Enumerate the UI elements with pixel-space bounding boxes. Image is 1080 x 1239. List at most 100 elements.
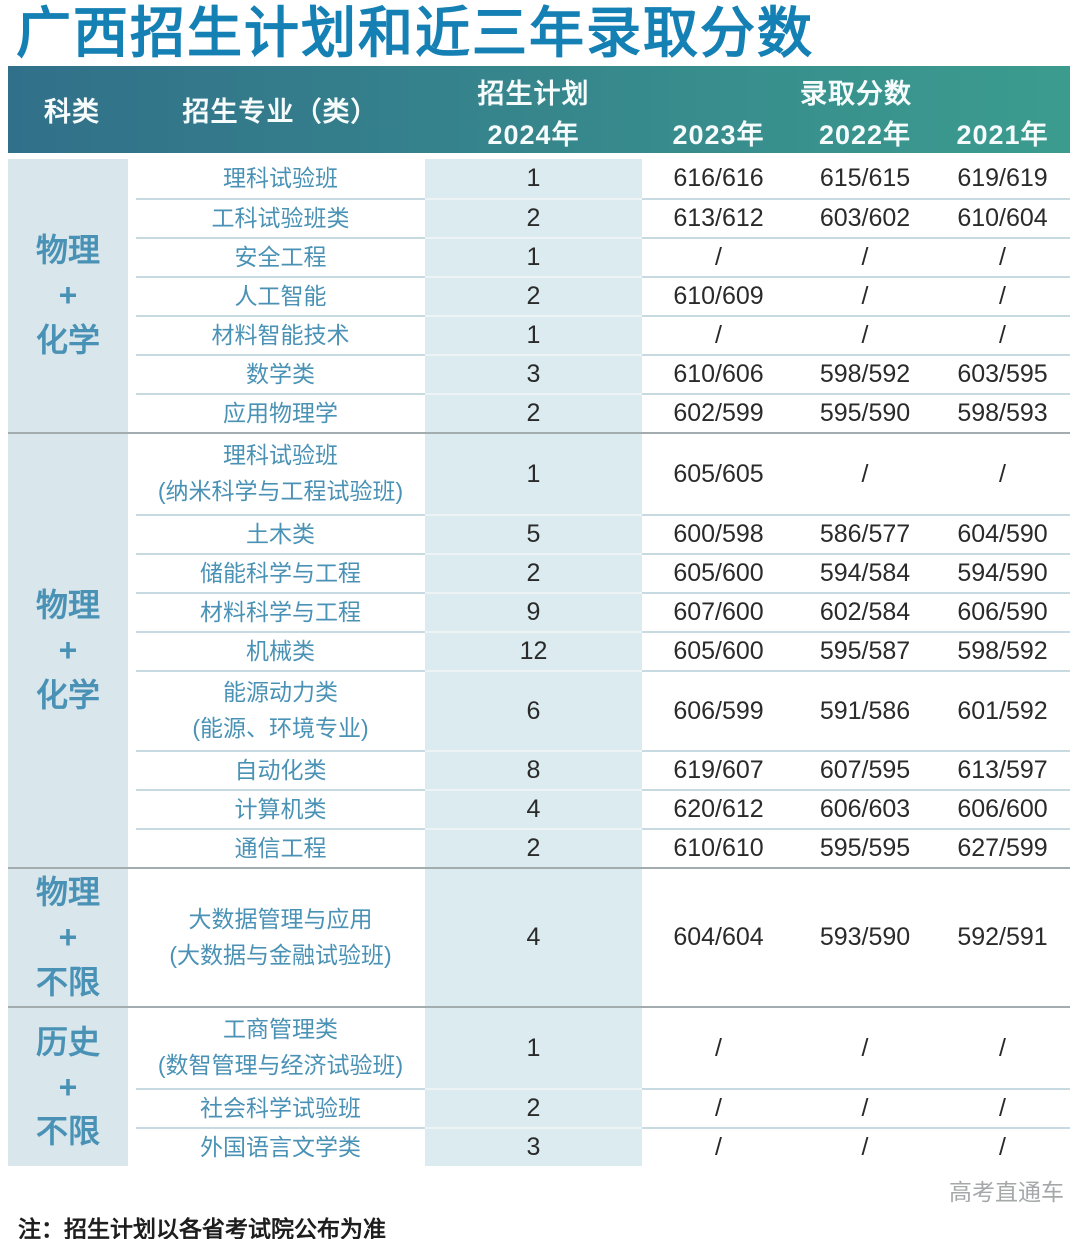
subject-label-line: + — [58, 277, 78, 314]
plan-count-cell: 2 — [425, 276, 642, 315]
group-rows: 工商管理类 (数智管理与经济试验班) 1// / 社会科学试验班 2// / 外国语言文学类 3… — [136, 1008, 1070, 1166]
score-cell-2023: 616/616 — [673, 164, 764, 192]
major-label-line: 能源动力类 — [223, 679, 338, 706]
major-cell: 应用物理学 — [136, 393, 425, 432]
plan-count-cell: 4 — [425, 789, 642, 828]
score-cell-2021: 610/604 — [935, 198, 1070, 237]
score-cell-2023: 606/599 — [642, 670, 795, 750]
score-cell-2022: 615/615 — [819, 164, 911, 192]
score-cell-2022: / — [861, 1033, 869, 1062]
score-cell-2021: 592/591 — [957, 923, 1048, 951]
major-label-line: 材料智能技术 — [211, 321, 350, 348]
admissions-table: 科类 招生专业（类） 招生计划 录取分数 2024年 2023年 2022年 2… — [8, 66, 1070, 1166]
plan-count-cell: 3 — [425, 1127, 642, 1166]
major-label-line: 材料科学与工程 — [200, 598, 361, 625]
score-cell-2021: 598/592 — [935, 631, 1070, 670]
score-cell-2022: 591/586 — [795, 670, 935, 750]
score-cell-2021: / — [935, 1127, 1070, 1166]
score-cell-2021: 627/599 — [935, 828, 1070, 867]
table-row: 工科试验班类 2 613/612 603/602 610/604 — [136, 198, 1070, 237]
subject-category-cell: 历史 + 不限 — [8, 1008, 128, 1166]
major-label-line: (大数据与金融试验班) — [169, 941, 392, 968]
major-label-line: 机械类 — [246, 637, 315, 664]
major-cell: 材料智能技术 — [136, 315, 425, 354]
table-row: 理科试验班 1 616/616 615/615 619/619 — [136, 159, 1070, 198]
major-cell: 机械类 — [136, 631, 425, 670]
header-enrollment-plan: 招生计划 — [477, 79, 590, 109]
score-cell-2022: 595/590 — [795, 393, 935, 432]
score-cell-2023: 610/610 — [642, 828, 795, 867]
major-label-line: 大数据管理与应用 — [188, 905, 373, 932]
score-cell-2022: / — [795, 237, 935, 276]
major-label-line: 土木类 — [246, 520, 315, 547]
table-row: 人工智能 2 610/609// — [136, 276, 1070, 315]
plan-count-cell: 6 — [425, 670, 642, 750]
score-cell-2022: 594/584 — [795, 553, 935, 592]
header-major: 招生专业（类） — [182, 97, 379, 127]
score-cell-2023: 620/612 — [642, 789, 795, 828]
major-label-line: 工科试验班类 — [211, 204, 350, 231]
plan-count-cell: 2 — [425, 1088, 642, 1127]
header-year-2024: 2024年 — [487, 119, 580, 150]
major-cell: 材料科学与工程 — [136, 592, 425, 631]
major-cell: 能源动力类 (能源、环境专业) — [136, 670, 425, 750]
score-cell-2022: 602/584 — [795, 592, 935, 631]
plan-count-cell: 1 — [425, 159, 642, 198]
score-cell-2023: 605/600 — [642, 553, 795, 592]
subject-label-line: 物理 — [35, 587, 100, 624]
score-cell-2021: 601/592 — [935, 670, 1070, 750]
major-label-line: 理科试验班 — [223, 164, 338, 191]
major-cell: 工科试验班类 — [136, 198, 425, 237]
major-label-line: 人工智能 — [234, 282, 327, 309]
header-year-2022: 2022年 — [818, 119, 912, 150]
major-label-line: (纳米科学与工程试验班) — [157, 478, 404, 504]
score-cell-2022: 595/587 — [795, 631, 935, 670]
plan-count-cell: 2 — [425, 198, 642, 237]
subject-group: 物理 + 化学 理科试验班 1 616/616 615/615 619/619 工科试验班类 2 6… — [8, 159, 1070, 432]
table-row: 大数据管理与应用 (大数据与金融试验班) 4 604/604 593/590 592/59… — [136, 869, 1070, 1006]
subject-category-cell: 物理 + 化学 — [8, 159, 128, 432]
score-cell-2023: 602/599 — [642, 393, 795, 432]
major-cell: 理科试验班 — [136, 159, 425, 198]
major-label-line: 计算机类 — [234, 795, 327, 822]
major-label-line: 外国语言文学类 — [200, 1133, 361, 1160]
score-cell-2021: / — [935, 315, 1070, 354]
table-row: 通信工程 2 610/610 595/595 627/599 — [136, 828, 1070, 867]
score-cell-2021: 603/595 — [935, 354, 1070, 393]
major-label-line: 储能科学与工程 — [200, 559, 361, 586]
score-cell-2022: / — [861, 459, 869, 488]
table-row: 材料科学与工程 9 607/600 602/584 606/590 — [136, 592, 1070, 631]
score-cell-2023: 600/598 — [642, 514, 795, 553]
group-rows: 理科试验班 1 616/616 615/615 619/619 工科试验班类 2 613/61… — [136, 159, 1070, 432]
group-rows: 大数据管理与应用 (大数据与金融试验班) 4 604/604 593/590 592/59… — [136, 869, 1070, 1006]
major-cell: 人工智能 — [136, 276, 425, 315]
major-cell: 外国语言文学类 — [136, 1127, 425, 1166]
score-cell-2021: 598/593 — [935, 393, 1070, 432]
score-cell-2022: / — [795, 1127, 935, 1166]
subject-group: 历史 + 不限 工商管理类 (数智管理与经济试验班) 1// / 社会科学试验班 2// / 外国语… — [8, 1006, 1070, 1166]
table-body: 物理 + 化学 理科试验班 1 616/616 615/615 619/619 工科试验班类 2 6… — [8, 159, 1070, 1166]
plan-count-cell: 9 — [425, 592, 642, 631]
score-cell-2023: 604/604 — [673, 923, 764, 951]
major-label-line: 工商管理类 — [223, 1016, 338, 1043]
major-label-line: (数智管理与经济试验班) — [157, 1052, 404, 1078]
major-cell: 大数据管理与应用 (大数据与金融试验班) — [136, 869, 425, 1006]
header-subject-category: 科类 — [44, 97, 100, 127]
score-cell-2021: 594/590 — [935, 553, 1070, 592]
score-cell-2022: 603/602 — [795, 198, 935, 237]
subject-label-line: 不限 — [35, 1113, 100, 1150]
score-cell-2022: / — [795, 315, 935, 354]
subject-label-line: + — [58, 919, 78, 956]
score-cell-2021: 606/600 — [935, 789, 1070, 828]
major-cell: 土木类 — [136, 514, 425, 553]
header-year-2023: 2023年 — [672, 119, 765, 150]
header-year-2021: 2021年 — [956, 119, 1049, 150]
plan-count-cell: 2 — [425, 553, 642, 592]
table-row: 外国语言文学类 3// / — [136, 1127, 1070, 1166]
table-row: 计算机类 4 620/612 606/603 606/600 — [136, 789, 1070, 828]
plan-count-cell: 5 — [425, 514, 642, 553]
score-cell-2022: 598/592 — [795, 354, 935, 393]
score-cell-2021: 604/590 — [935, 514, 1070, 553]
plan-count-cell: 3 — [425, 354, 642, 393]
